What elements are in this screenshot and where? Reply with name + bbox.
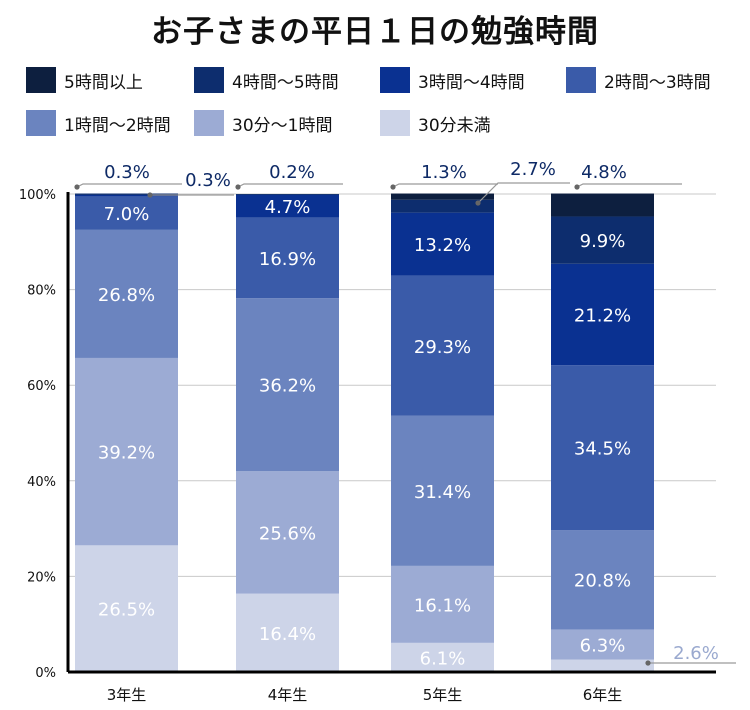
bar-segment [551, 263, 654, 366]
data-label: 21.2% [574, 305, 631, 326]
legend-item-1h-2h: 1時間～2時間 [26, 110, 171, 136]
data-label: 13.2% [414, 235, 471, 256]
legend-swatch [26, 110, 56, 136]
bar-segment [391, 275, 494, 416]
bar-segment [391, 415, 494, 566]
legend-label: 5時間以上 [64, 72, 143, 93]
bar-segment [551, 365, 654, 531]
data-label: 36.2% [259, 376, 316, 397]
legend-item-5h-plus: 5時間以上 [26, 67, 143, 93]
legend-item-under-30m: 30分未満 [380, 110, 491, 136]
callout-data-label: 2.7% [510, 159, 556, 180]
bar-segment [236, 298, 339, 472]
callout-dot [390, 184, 396, 190]
bar-segment [391, 212, 494, 276]
callout-dot [235, 184, 241, 190]
bar-segment [551, 659, 654, 672]
data-label: 39.2% [98, 443, 155, 464]
data-label: 7.0% [104, 204, 150, 225]
y-tick-label: 40% [27, 475, 56, 490]
data-label: 16.9% [259, 249, 316, 270]
callout-leader-line [576, 183, 682, 188]
data-label: 20.8% [574, 571, 631, 592]
bar-segment [391, 199, 494, 213]
x-tick-label: 4年生 [268, 686, 308, 704]
data-label: 26.5% [98, 600, 155, 621]
bar-segment [75, 229, 178, 358]
y-tick-label: 100% [19, 188, 56, 203]
bar-segment [236, 217, 339, 299]
callout-data-label: 4.8% [581, 162, 627, 183]
legend-swatch [194, 110, 224, 136]
x-tick-label: 5年生 [423, 686, 463, 704]
bar-segment [75, 194, 178, 197]
bar-segment [551, 216, 654, 264]
callout-dot [147, 192, 153, 198]
data-label: 16.4% [259, 624, 316, 645]
legend-item-2h-3h: 2時間～3時間 [566, 67, 711, 93]
data-label: 4.7% [265, 197, 311, 218]
bar-segment [236, 593, 339, 672]
bar-segment [551, 629, 654, 660]
data-label: 31.4% [414, 482, 471, 503]
bar-segment [551, 530, 654, 630]
legend-label: 2時間～3時間 [604, 72, 711, 93]
callout-data-label: 0.2% [269, 162, 315, 183]
bar-segment [75, 193, 178, 195]
y-tick-label: 60% [27, 379, 56, 394]
data-label: 6.3% [580, 636, 626, 657]
bar-segment [391, 565, 494, 643]
data-label: 9.9% [580, 231, 626, 252]
legend-label: 1時間～2時間 [64, 115, 171, 136]
legend-item-30m-1h: 30分～1時間 [194, 110, 332, 136]
legend-label: 3時間～4時間 [418, 72, 525, 93]
bar-segment [75, 357, 178, 546]
data-label: 25.6% [259, 523, 316, 544]
callout-leader-line [392, 183, 498, 188]
bar-segment [391, 642, 494, 672]
callout-leader-line [237, 183, 343, 188]
legend-label: 4時間～5時間 [232, 72, 339, 93]
callout-leader-line [76, 183, 182, 188]
data-label: 16.1% [414, 595, 471, 616]
legend-swatch [566, 67, 596, 93]
legend-swatch [26, 67, 56, 93]
legend-item-4h-5h: 4時間～5時間 [194, 67, 339, 93]
callout-data-label: 0.3% [104, 162, 150, 183]
bar-segment [391, 193, 494, 200]
bar-segment [236, 194, 339, 195]
x-tick-label: 6年生 [583, 686, 623, 704]
legend-swatch [380, 110, 410, 136]
x-tick-label: 3年生 [107, 686, 147, 704]
legend-swatch [380, 67, 410, 93]
bar-segment [75, 196, 178, 230]
callout-data-label: 1.3% [421, 162, 467, 183]
bar-segment [551, 193, 654, 217]
legend-swatch [194, 67, 224, 93]
data-label: 6.1% [420, 648, 466, 669]
callout-dot [574, 184, 580, 190]
legend-item-3h-4h: 3時間～4時間 [380, 67, 525, 93]
y-tick-label: 80% [27, 284, 56, 299]
data-label: 34.5% [574, 439, 631, 460]
callout-data-label: 0.3% [185, 170, 231, 191]
y-tick-label: 0% [35, 666, 56, 681]
bar-segment [236, 194, 339, 218]
legend-label: 30分未満 [418, 115, 491, 136]
callout-dot [475, 200, 481, 206]
callout-dot [74, 184, 80, 190]
chart-title: お子さまの平日１日の勉強時間 [151, 14, 599, 50]
legend-label: 30分～1時間 [232, 115, 333, 136]
bar-segment [75, 545, 178, 672]
callout-data-label: 2.6% [673, 643, 719, 664]
data-label: 26.8% [98, 285, 155, 306]
y-tick-label: 20% [27, 570, 56, 585]
callout-leader-line [477, 182, 570, 204]
callout-dot [645, 660, 651, 666]
data-label: 29.3% [414, 337, 471, 358]
bar-segment [236, 471, 339, 594]
